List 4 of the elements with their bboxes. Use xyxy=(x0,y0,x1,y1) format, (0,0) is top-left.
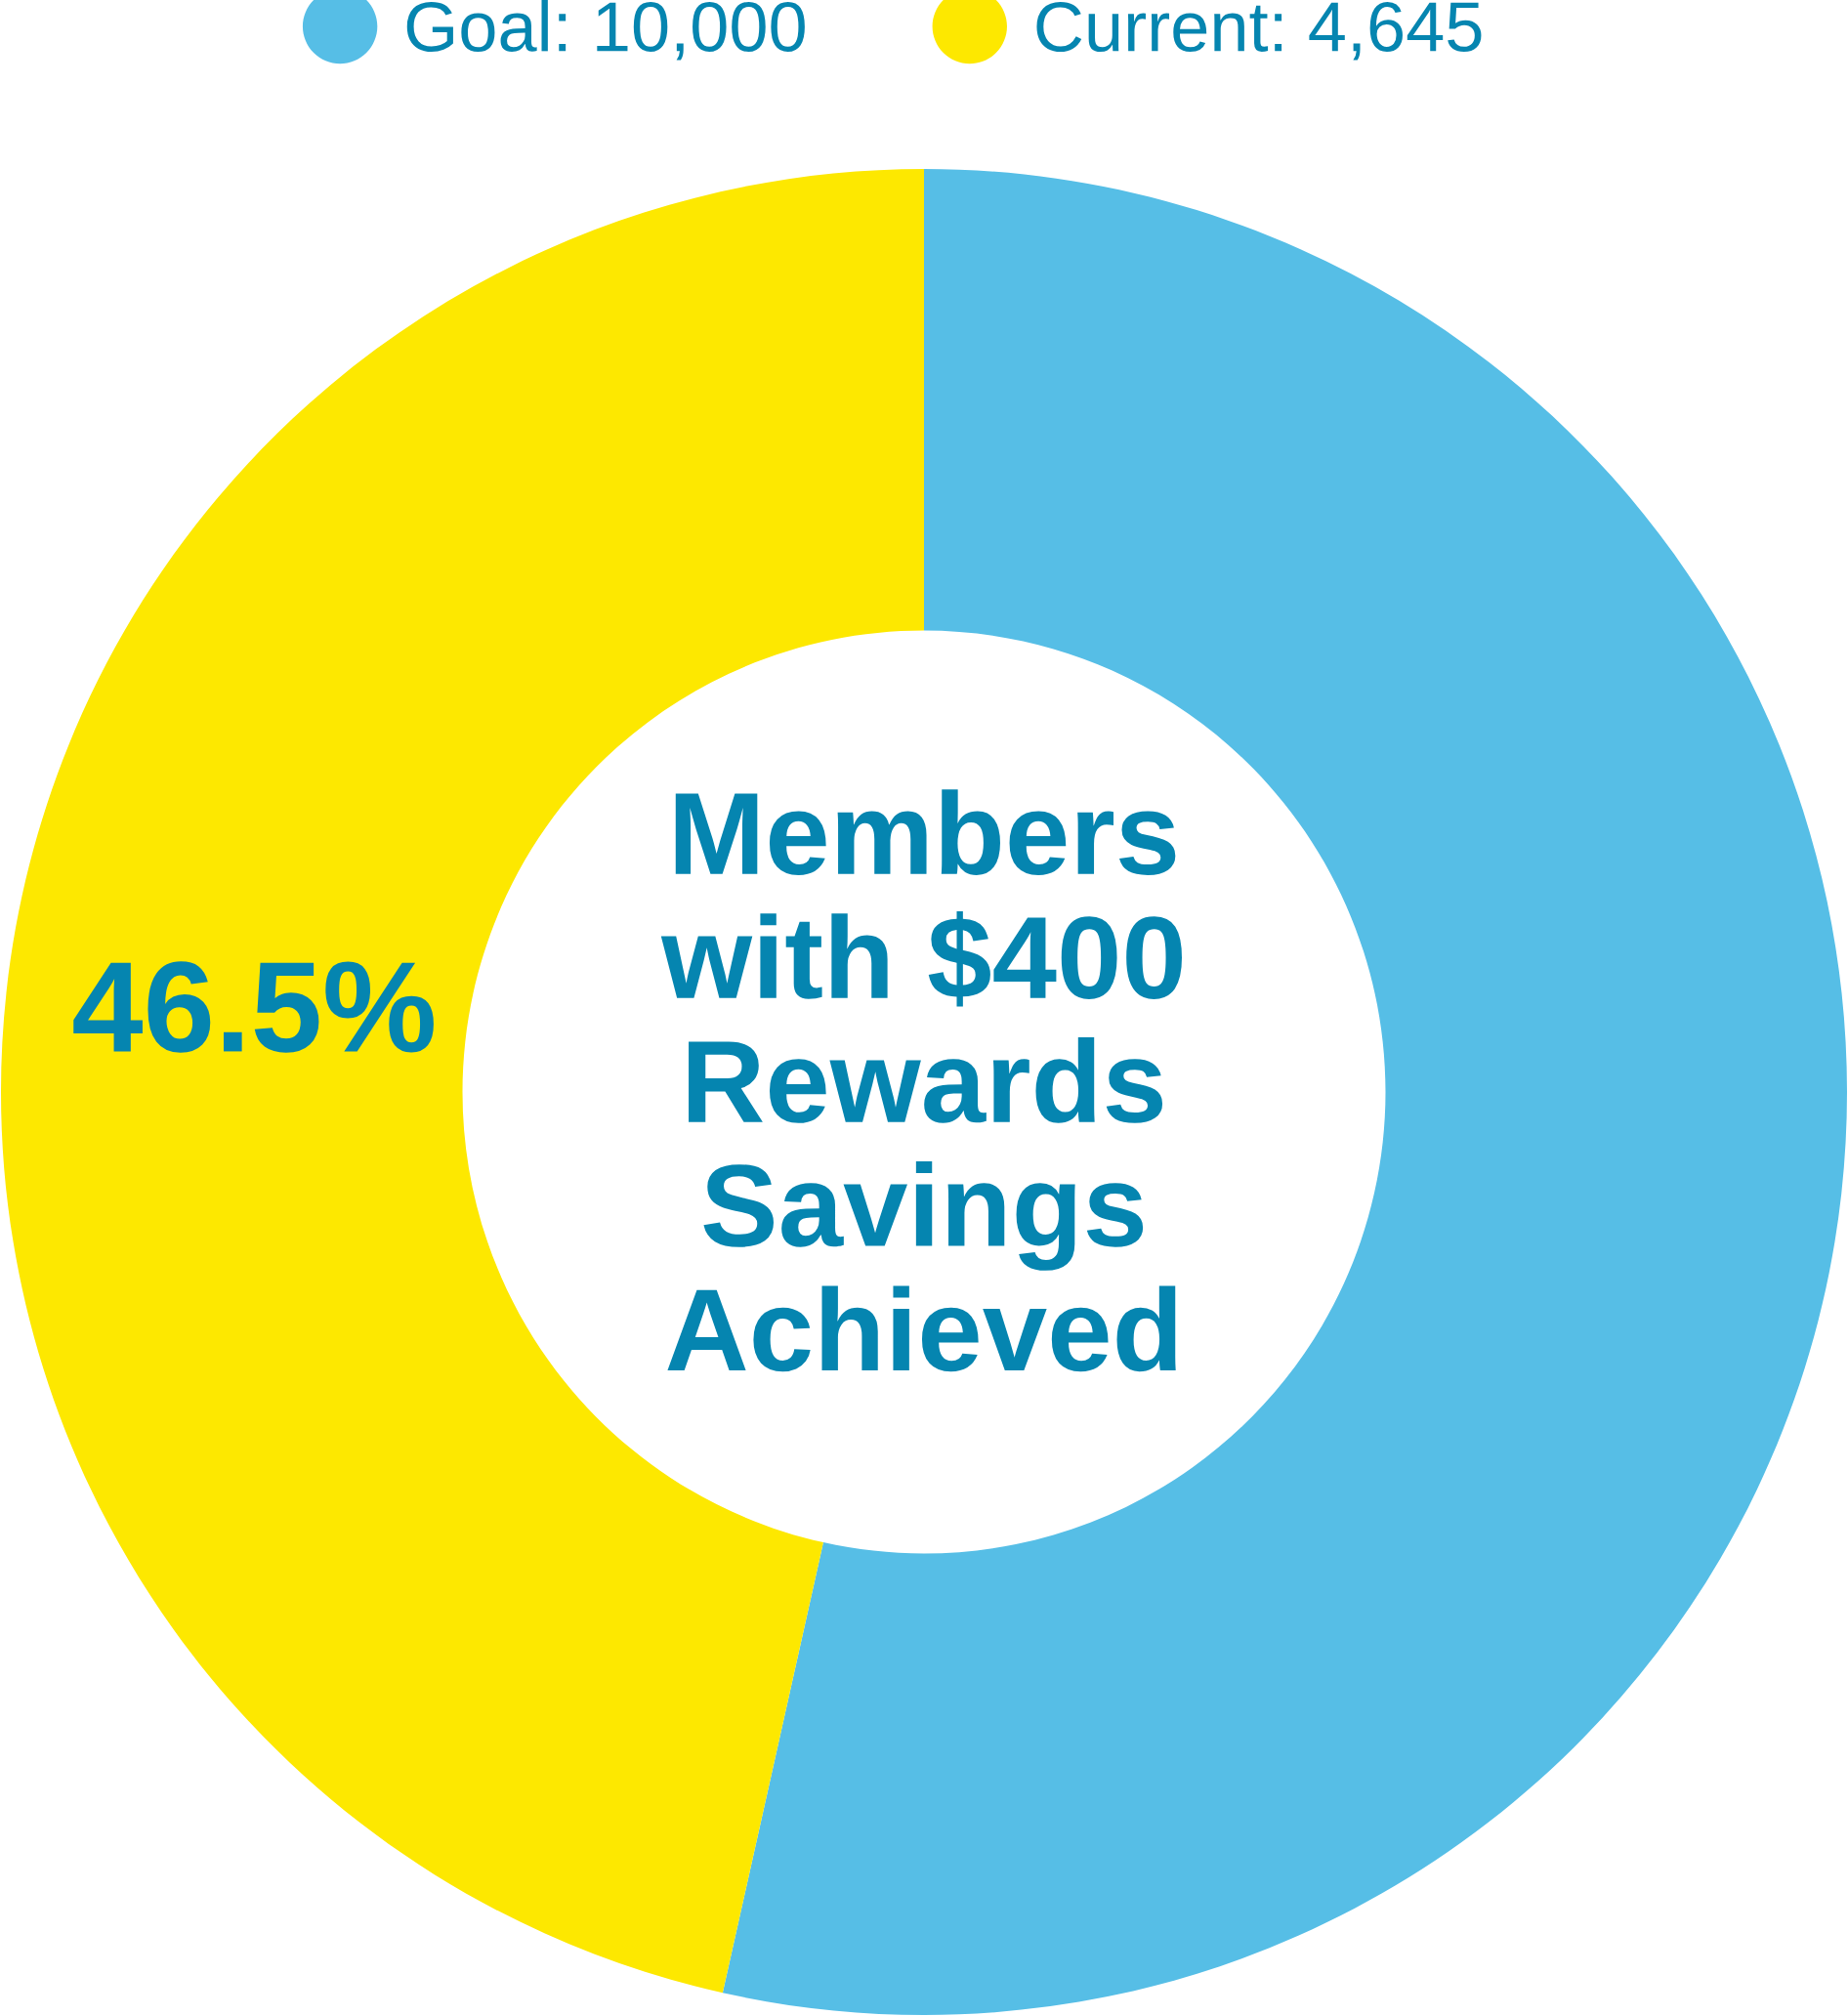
text: Members with $400 Rewards Savings Achieved xyxy=(660,789,1182,1372)
legend-label: Goal: 10,000 xyxy=(406,0,805,61)
legend-label: Current: 4,645 xyxy=(1036,1,1482,61)
data-label: 46.5% xyxy=(73,961,434,1053)
